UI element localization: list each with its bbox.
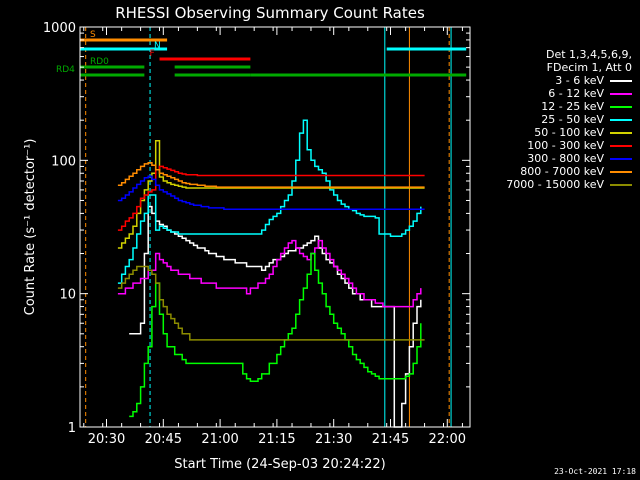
series-line-3: [117, 119, 422, 284]
flag-label-f: F: [150, 49, 155, 59]
legend: Det 1,3,4,5,6,9, FDecim 1, Att 0 3 - 6 k…: [472, 48, 632, 191]
legend-swatch: [610, 105, 632, 108]
x-tick-label: 21:00: [201, 432, 238, 447]
legend-swatch: [610, 170, 632, 173]
legend-label: 50 - 100 keV: [534, 126, 604, 139]
flag-label-n: N: [154, 41, 161, 51]
legend-swatch: [610, 157, 632, 160]
legend-swatch: [610, 183, 632, 186]
series-line-5: [117, 165, 425, 231]
series-line-2: [129, 252, 422, 418]
x-tick-label: 21:30: [315, 432, 352, 447]
timestamp: 23-Oct-2021 17:18: [554, 467, 636, 476]
legend-label: 12 - 25 keV: [541, 100, 604, 113]
legend-item: 800 - 7000 keV: [472, 165, 632, 178]
legend-item: 300 - 800 keV: [472, 152, 632, 165]
legend-item: 25 - 50 keV: [472, 113, 632, 126]
legend-label: 300 - 800 keV: [527, 152, 604, 165]
y-tick-label: 1: [68, 421, 76, 436]
legend-swatch: [610, 118, 632, 121]
legend-label: 3 - 6 keV: [555, 74, 604, 87]
x-tick-label: 20:45: [145, 432, 182, 447]
series-line-0: [129, 205, 422, 428]
legend-item: 12 - 25 keV: [472, 100, 632, 113]
x-tick-label: 22:00: [429, 432, 466, 447]
y-tick-label: 10: [59, 288, 76, 303]
chart-title: RHESSI Observing Summary Count Rates: [115, 4, 425, 22]
x-axis-label: Start Time (24-Sep-03 20:24:22): [174, 457, 385, 472]
legend-header-decimation: FDecim 1, Att 0: [546, 61, 632, 74]
legend-header-detectors: Det 1,3,4,5,6,9,: [545, 48, 632, 61]
legend-item: 100 - 300 keV: [472, 139, 632, 152]
series-line-4: [117, 140, 425, 249]
legend-swatch: [610, 144, 632, 147]
plot-frame: [79, 26, 471, 428]
flag-label-rd0: RD0: [90, 57, 109, 67]
y-axis-label: Count Rate (s⁻¹ detector⁻¹): [23, 139, 38, 316]
legend-label: 6 - 12 keV: [548, 87, 604, 100]
legend-label: 25 - 50 keV: [541, 113, 604, 126]
legend-label: 800 - 7000 keV: [520, 165, 604, 178]
legend-item: 3 - 6 keV: [472, 74, 632, 87]
legend-swatch: [610, 92, 632, 95]
series-line-8: [117, 265, 425, 341]
legend-swatch: [610, 79, 632, 82]
legend-item: 6 - 12 keV: [472, 87, 632, 100]
y-tick-label: 1000: [43, 21, 76, 36]
series-line-7: [117, 161, 425, 188]
legend-label: 7000 - 15000 keV: [506, 178, 604, 191]
legend-label: 100 - 300 keV: [527, 139, 604, 152]
flag-label-s: S: [90, 30, 96, 40]
x-tick-label: 21:15: [258, 432, 295, 447]
legend-item: 7000 - 15000 keV: [472, 178, 632, 191]
y-tick-label: 100: [51, 154, 76, 169]
series-line-6: [117, 175, 425, 210]
legend-swatch: [610, 131, 632, 134]
x-tick-label: 21:45: [372, 432, 409, 447]
legend-item: 50 - 100 keV: [472, 126, 632, 139]
series-line-1: [117, 239, 422, 308]
x-tick-label: 20:30: [88, 432, 125, 447]
flag-label-rd4: RD4: [56, 65, 75, 75]
